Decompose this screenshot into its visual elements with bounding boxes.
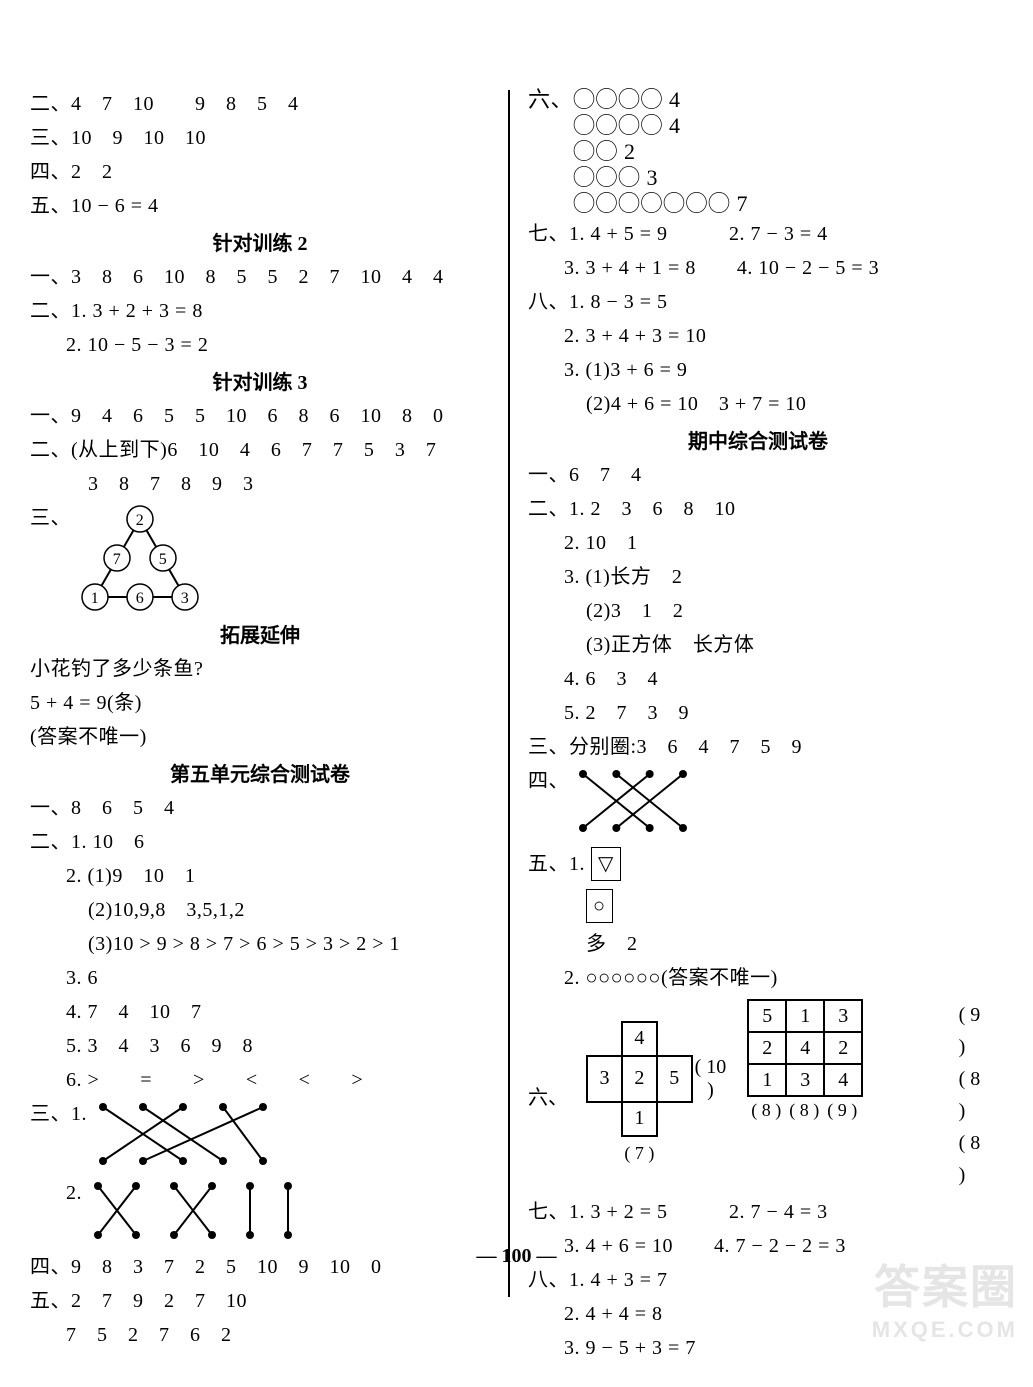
circles-row: ◯◯◯◯◯◯◯ 7	[528, 193, 988, 215]
grid-cell: 3	[824, 1000, 862, 1032]
triangle-diagram: 2 7 5 1 6 3	[75, 503, 205, 613]
grid-cell: 4	[786, 1032, 824, 1064]
text-line: 二、(从上到下)6 10 4 6 7 7 5 3 7	[30, 435, 490, 465]
circles-row: ◯◯◯ 3	[528, 167, 988, 189]
watermark: 答案圈 MXQE.COM	[872, 1251, 1018, 1343]
heading: 针对训练 2	[30, 227, 490, 256]
text-line: 二、4 7 10 9 8 5 4	[30, 89, 490, 119]
text-line: 5. 2 7 3 9	[528, 698, 988, 728]
watermark-text: 答案圈	[872, 1251, 1018, 1317]
text-line: 三、10 9 10 10	[30, 123, 490, 153]
svg-text:1: 1	[91, 590, 100, 607]
text-line: 2. 10 − 5 − 3 = 2	[30, 330, 490, 360]
cross-cell: 2	[622, 1056, 657, 1102]
text-line: 小花钓了多少条鱼?	[30, 654, 490, 684]
watermark-url: MXQE.COM	[872, 1317, 1018, 1343]
column-divider	[508, 90, 510, 1297]
left-column: 二、4 7 10 9 8 5 4 三、10 9 10 10 四、2 2 五、10…	[20, 85, 500, 1367]
grid-cell: 1	[786, 1000, 824, 1032]
cross-sum: ( 10 )	[692, 1056, 729, 1102]
boxed-shape: ○	[586, 889, 613, 923]
circles-row: ◯◯ 2	[528, 141, 988, 163]
text-line: 二、1. 3 + 2 + 3 = 8	[30, 296, 490, 326]
svg-text:2: 2	[136, 512, 145, 529]
text-line: 七、1. 3 + 2 = 5 2. 7 − 4 = 3	[528, 1197, 988, 1227]
cross-sum: ( 7 )	[622, 1136, 657, 1170]
text-line: 一、6 7 4	[528, 460, 988, 490]
cross-cell: 1	[622, 1102, 657, 1136]
text-line: (3)10 > 9 > 8 > 7 > 6 > 5 > 3 > 2 > 1	[30, 929, 490, 959]
text-line: 七、1. 4 + 5 = 9 2. 7 − 3 = 4	[528, 219, 988, 249]
circles-row: ◯◯◯◯ 4	[528, 115, 988, 137]
text-line: 3 8 7 8 9 3	[30, 469, 490, 499]
text-line: (2)4 + 6 = 10 3 + 7 = 10	[528, 389, 988, 419]
cross-figure: 4 3 2 5 ( 10 ) 1 ( 7 )	[586, 1021, 729, 1170]
text-line: 3. (1)3 + 6 = 9	[528, 355, 988, 385]
section-label: 五、1.	[528, 849, 585, 879]
text-line: 二、1. 2 3 6 8 10	[528, 494, 988, 524]
text-line: 3. 3 + 4 + 1 = 8 4. 10 − 2 − 5 = 3	[528, 253, 988, 283]
right-column: 六、◯◯◯◯ 4 ◯◯◯◯ 4 ◯◯ 2 ◯◯◯ 3 ◯◯◯◯◯◯◯ 7 七、1…	[518, 85, 998, 1367]
text-line: 五、2 7 9 2 7 10	[30, 1286, 490, 1316]
text-line: 7 5 2 7 6 2	[30, 1320, 490, 1350]
grid-cell: 2	[748, 1032, 786, 1064]
grid-cell: 1	[748, 1064, 786, 1096]
section-label: 三、	[30, 503, 71, 533]
grid-figure: 513242134 ( 8 )( 8 )( 9 ) ( 9 )( 8 )( 8 …	[747, 999, 988, 1191]
text-line: (2)3 1 2	[528, 596, 988, 626]
svg-text:6: 6	[136, 590, 145, 607]
circles-row: 六、◯◯◯◯ 4	[528, 89, 988, 111]
svg-text:3: 3	[181, 590, 190, 607]
item-label: 2.	[66, 1178, 82, 1208]
text-line: 一、9 4 6 5 5 10 6 8 6 10 8 0	[30, 401, 490, 431]
text-line: 2. 10 1	[528, 528, 988, 558]
circles-block: 六、◯◯◯◯ 4 ◯◯◯◯ 4 ◯◯ 2 ◯◯◯ 3 ◯◯◯◯◯◯◯ 7	[528, 89, 988, 215]
text-line: 三、分别圈:3 6 4 7 5 9	[528, 732, 988, 762]
text-line: 多 2	[528, 929, 988, 959]
matching-diagram-3	[573, 766, 693, 841]
text-line: 5. 3 4 3 6 9 8	[30, 1031, 490, 1061]
text-line: 2. ○○○○○○(答案不唯一)	[528, 963, 988, 993]
cross-cell: 4	[622, 1022, 657, 1056]
boxed-shape: ▽	[591, 847, 621, 881]
cross-cell: 3	[587, 1056, 622, 1102]
text-line: (答案不唯一)	[30, 722, 490, 752]
text-line: (2)10,9,8 3,5,1,2	[30, 895, 490, 925]
text-line: (3)正方体 长方体	[528, 630, 988, 660]
text-line: 4. 6 3 4	[528, 664, 988, 694]
text-line: 3. (1)长方 2	[528, 562, 988, 592]
grid-cell: 3	[786, 1064, 824, 1096]
section-label: 六、	[528, 1081, 568, 1110]
text-line: 五、10 − 6 = 4	[30, 191, 490, 221]
text-line: 一、3 8 6 10 8 5 5 2 7 10 4 4	[30, 262, 490, 292]
text-line: 3. 6	[30, 963, 490, 993]
grid-cell: 2	[824, 1032, 862, 1064]
grid-row-sums: ( 9 )( 8 )( 8 )	[959, 999, 988, 1191]
cross-cell: 5	[657, 1056, 692, 1102]
text-line: 6. > = > < < >	[30, 1065, 490, 1095]
section-label: 四、	[528, 766, 569, 796]
heading: 期中综合测试卷	[528, 425, 988, 454]
matching-diagram-1	[93, 1099, 273, 1174]
grid-cell: 5	[748, 1000, 786, 1032]
text-line: 2. 3 + 4 + 3 = 10	[528, 321, 988, 351]
svg-text:7: 7	[113, 551, 122, 568]
svg-text:5: 5	[159, 551, 168, 568]
section-label: 三、1.	[30, 1099, 87, 1129]
heading: 针对训练 3	[30, 366, 490, 395]
text-line: 4. 7 4 10 7	[30, 997, 490, 1027]
text-line: 2. (1)9 10 1	[30, 861, 490, 891]
heading: 第五单元综合测试卷	[30, 758, 490, 787]
matching-diagram-2	[88, 1178, 298, 1248]
text-line: 四、2 2	[30, 157, 490, 187]
text-line: 一、8 6 5 4	[30, 793, 490, 823]
heading: 拓展延伸	[30, 619, 490, 648]
text-line: 八、1. 8 − 3 = 5	[528, 287, 988, 317]
text-line: 二、1. 10 6	[30, 827, 490, 857]
text-line: 5 + 4 = 9(条)	[30, 688, 490, 718]
grid-cell: 4	[824, 1064, 862, 1096]
